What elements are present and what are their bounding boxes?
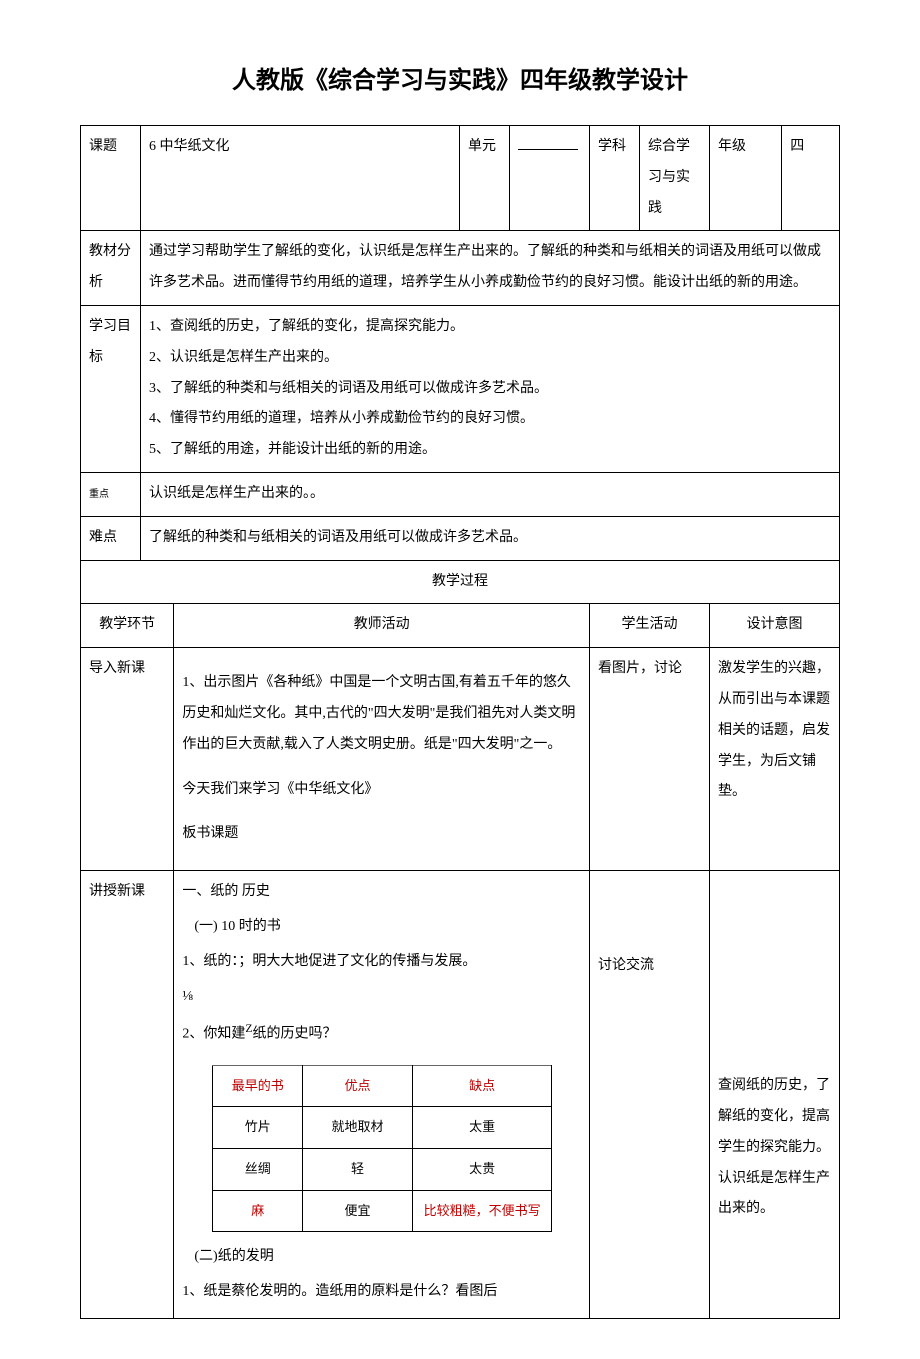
book-table-cell: 麻 — [213, 1190, 303, 1232]
difficult-label: 难点 — [81, 516, 141, 560]
intro-student: 看图片，讨论 — [590, 648, 710, 871]
book-table: 最早的书 优点 缺点 竹片就地取材太重丝绸轻太贵麻便宜比较粗糙，不便书写 — [212, 1065, 552, 1232]
intro-phase: 导入新课 — [81, 648, 174, 871]
topic-value: 6 中华纸文化 — [141, 126, 460, 231]
lesson-row: 讲授新课 一、纸的 历史 (一) 10 时的书 1、纸的：；明大大地促进了文化的… — [81, 871, 840, 1319]
objective-item: 1、查阅纸的历史，了解纸的变化，提高探究能力。 — [149, 312, 831, 343]
col-intent: 设计意图 — [710, 604, 840, 648]
lesson-sec1-sub: (一) 10 时的书 — [182, 912, 581, 943]
book-table-cell: 便宜 — [303, 1190, 413, 1232]
lesson-sec1-pt2: 2、你知建Z纸的历史吗？ — [182, 1016, 581, 1050]
objectives-text: 1、查阅纸的历史，了解纸的变化，提高探究能力。 2、认识纸是怎样生产出来的。 3… — [141, 305, 840, 472]
lesson-phase: 讲授新课 — [81, 871, 174, 1319]
process-header-row: 教学过程 — [81, 560, 840, 604]
lesson-sec1-pt1: 1、纸的：；明大大地促进了文化的传播与发展。 — [182, 947, 581, 978]
book-table-cell: 就地取材 — [303, 1107, 413, 1149]
difficult-text: 了解纸的种类和与纸相关的词语及用纸可以做成许多艺术品。 — [141, 516, 840, 560]
keypoint-row: 重点 认识纸是怎样生产出来的。。 — [81, 472, 840, 516]
objectives-row: 学习目标 1、查阅纸的历史，了解纸的变化，提高探究能力。 2、认识纸是怎样生产出… — [81, 305, 840, 472]
difficult-row: 难点 了解纸的种类和与纸相关的词语及用纸可以做成许多艺术品。 — [81, 516, 840, 560]
book-table-cell: 太重 — [412, 1107, 552, 1149]
book-table-cell: 竹片 — [213, 1107, 303, 1149]
book-table-row: 丝绸轻太贵 — [213, 1148, 552, 1190]
lesson-sec2-pt1: 1、纸是蔡伦发明的。造纸用的原料是什么？看图后 — [182, 1277, 581, 1308]
lesson-intent: 查阅纸的历史，了解纸的变化，提高学生的探究能力。认识纸是怎样生产出来的。 — [710, 871, 840, 1319]
intro-teacher: 1、出示图片《各种纸》中国是一个文明古国,有着五千年的悠久历史和灿烂文化。其中,… — [174, 648, 590, 871]
col-student: 学生活动 — [590, 604, 710, 648]
book-table-wrap: 最早的书 优点 缺点 竹片就地取材太重丝绸轻太贵麻便宜比较粗糙，不便书写 — [182, 1055, 581, 1242]
book-table-header: 最早的书 优点 缺点 — [213, 1065, 552, 1107]
col-teacher: 教师活动 — [174, 604, 590, 648]
book-table-cell: 比较粗糙，不便书写 — [412, 1190, 552, 1232]
process-cols-row: 教学环节 教师活动 学生活动 设计意图 — [81, 604, 840, 648]
objective-item: 3、了解纸的种类和与纸相关的词语及用纸可以做成许多艺术品。 — [149, 374, 831, 405]
lesson-plan-table: 课题 6 中华纸文化 单元 学科 综合学习与实践 年级 四 教材分析 通过学习帮… — [80, 125, 840, 1319]
topic-label: 课题 — [81, 126, 141, 231]
keypoint-label: 重点 — [81, 472, 141, 516]
intro-teacher-line: 今天我们来学习《中华纸文化》 — [182, 775, 581, 806]
lesson-sec2-title: (二)纸的发明 — [182, 1242, 581, 1273]
objective-item: 2、认识纸是怎样生产出来的。 — [149, 343, 831, 374]
book-hdr-2: 缺点 — [412, 1065, 552, 1107]
intro-teacher-line: 板书课题 — [182, 819, 581, 850]
keypoint-text: 认识纸是怎样生产出来的。。 — [141, 472, 840, 516]
lesson-sec1-title: 一、纸的 历史 — [182, 877, 581, 908]
objective-item: 4、懂得节约用纸的道理，培养从小养成勤俭节约的良好习惯。 — [149, 404, 831, 435]
info-row: 课题 6 中华纸文化 单元 学科 综合学习与实践 年级 四 — [81, 126, 840, 231]
intro-row: 导入新课 1、出示图片《各种纸》中国是一个文明古国,有着五千年的悠久历史和灿烂文… — [81, 648, 840, 871]
unit-value — [510, 126, 590, 231]
unit-label: 单元 — [460, 126, 510, 231]
book-table-cell: 太贵 — [412, 1148, 552, 1190]
analysis-label: 教材分析 — [81, 231, 141, 306]
analysis-text: 通过学习帮助学生了解纸的变化，认识纸是怎样生产出来的。了解纸的种类和与纸相关的词… — [141, 231, 840, 306]
intro-teacher-line: 1、出示图片《各种纸》中国是一个文明古国,有着五千年的悠久历史和灿烂文化。其中,… — [182, 668, 581, 760]
book-hdr-0: 最早的书 — [213, 1065, 303, 1107]
subject-value: 综合学习与实践 — [640, 126, 710, 231]
objective-item: 5、了解纸的用途，并能设计出纸的新的用途。 — [149, 435, 831, 466]
lesson-frac: ⅛ — [182, 982, 581, 1013]
book-hdr-1: 优点 — [303, 1065, 413, 1107]
lesson-teacher: 一、纸的 历史 (一) 10 时的书 1、纸的：；明大大地促进了文化的传播与发展… — [174, 871, 590, 1319]
analysis-row: 教材分析 通过学习帮助学生了解纸的变化，认识纸是怎样生产出来的。了解纸的种类和与… — [81, 231, 840, 306]
book-table-row: 麻便宜比较粗糙，不便书写 — [213, 1190, 552, 1232]
book-table-cell: 轻 — [303, 1148, 413, 1190]
subject-label: 学科 — [590, 126, 640, 231]
grade-label: 年级 — [710, 126, 782, 231]
intro-intent: 激发学生的兴趣，从而引出与本课题相关的话题，启发学生，为后文铺垫。 — [710, 648, 840, 871]
book-table-row: 竹片就地取材太重 — [213, 1107, 552, 1149]
objectives-label: 学习目标 — [81, 305, 141, 472]
grade-value: 四 — [782, 126, 840, 231]
process-header: 教学过程 — [81, 560, 840, 604]
lesson-student: 讨论交流 — [590, 871, 710, 1319]
col-phase: 教学环节 — [81, 604, 174, 648]
page-title: 人教版《综合学习与实践》四年级教学设计 — [80, 60, 840, 95]
book-table-cell: 丝绸 — [213, 1148, 303, 1190]
